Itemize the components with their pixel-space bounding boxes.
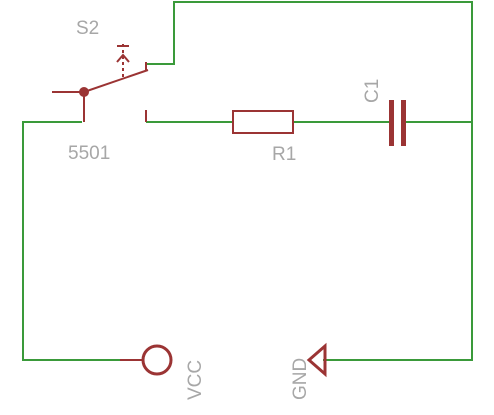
wire-rail-to-ground [323, 122, 473, 361]
capacitor-name-label: C1 [362, 79, 383, 103]
resistor-name-label: R1 [272, 144, 296, 165]
switch-s2[interactable] [52, 44, 149, 122]
ground-symbol[interactable] [306, 342, 327, 378]
wire-switch-top-loop [146, 1, 473, 122]
vcc-supply[interactable] [120, 344, 173, 376]
capacitor-icon [389, 100, 406, 146]
switch-value-label: 5501 [68, 143, 110, 164]
gnd-label: GND [290, 358, 311, 400]
capacitor-c1[interactable] [389, 100, 406, 146]
resistor-icon [232, 110, 294, 134]
pushbutton-switch-icon [52, 44, 149, 122]
vcc-supply-icon [141, 344, 173, 376]
vcc-label: VCC [185, 360, 206, 400]
wire-vcc-to-switch [22, 121, 124, 361]
ground-arrow-icon [306, 342, 327, 378]
switch-name-label: S2 [76, 18, 99, 39]
wire-net [22, 1, 473, 361]
resistor-r1[interactable] [232, 110, 294, 134]
